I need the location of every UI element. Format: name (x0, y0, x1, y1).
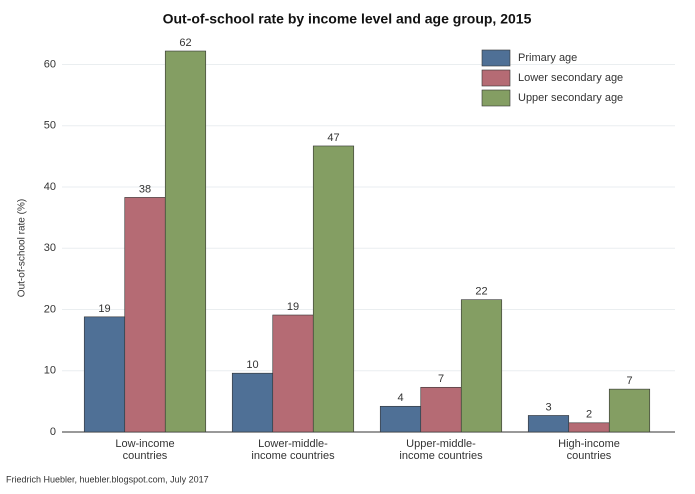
value-label: 10 (246, 359, 258, 371)
value-label: 7 (626, 375, 632, 387)
value-label: 19 (98, 303, 110, 315)
legend-label: Primary age (518, 52, 577, 64)
y-tick-label: 10 (44, 365, 56, 377)
legend-swatch (481, 89, 511, 107)
value-label: 7 (438, 373, 444, 385)
x-tick-label: income countries (251, 450, 335, 462)
bar (460, 299, 503, 433)
chart-title: Out-of-school rate by income level and a… (163, 11, 532, 27)
legend-swatch (481, 49, 511, 67)
value-label: 4 (397, 392, 403, 404)
value-label: 2 (586, 409, 592, 421)
legend-label: Lower secondary age (518, 72, 623, 84)
y-tick-label: 30 (44, 242, 56, 254)
bar (124, 197, 166, 433)
bar (379, 405, 422, 433)
legend-label: Upper secondary age (518, 92, 623, 104)
x-tick-label: countries (123, 450, 168, 462)
x-tick-label: Upper-middle- (406, 438, 476, 450)
y-tick-label: 40 (44, 181, 56, 193)
y-tick-label: 60 (44, 58, 56, 70)
y-tick-label: 20 (44, 303, 56, 315)
bar (527, 415, 570, 433)
bar (231, 372, 274, 433)
caption: Friedrich Huebler, huebler.blogspot.com,… (6, 474, 209, 484)
value-label: 38 (139, 183, 151, 195)
y-tick-label: 0 (50, 426, 56, 438)
bar (568, 422, 610, 433)
bar (420, 386, 462, 433)
y-tick-label: 50 (44, 120, 56, 132)
value-label: 62 (179, 37, 191, 49)
x-tick-label: Lower-middle- (258, 438, 328, 450)
bar (608, 388, 651, 433)
bar (272, 314, 314, 433)
x-tick-label: countries (567, 450, 612, 462)
legend-swatch (481, 69, 511, 87)
x-tick-label: income countries (399, 450, 483, 462)
value-label: 19 (287, 301, 299, 313)
y-axis-label: Out-of-school rate (%) (17, 199, 28, 297)
value-label: 47 (327, 132, 339, 144)
value-label: 22 (475, 286, 487, 298)
value-label: 3 (545, 401, 551, 413)
x-tick-label: High-income (558, 438, 620, 450)
bar (312, 145, 355, 433)
x-tick-label: Low-income (115, 438, 174, 450)
bar (164, 50, 207, 433)
bar (83, 316, 126, 433)
